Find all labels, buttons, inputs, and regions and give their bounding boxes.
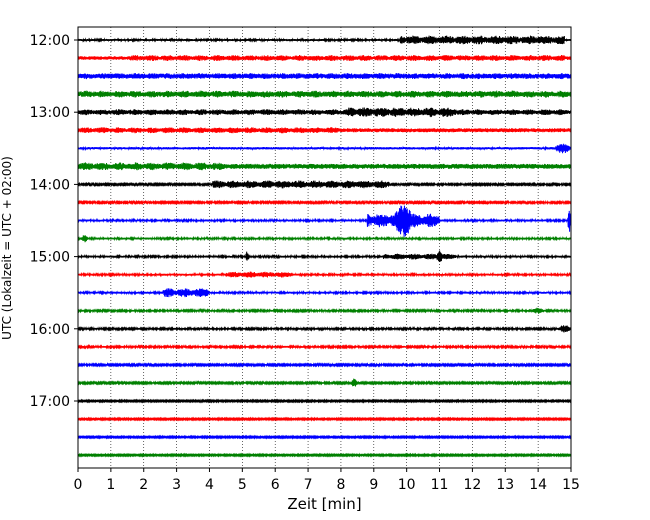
trace-1730 — [78, 436, 571, 437]
y-tick-label: 16:00 — [30, 322, 70, 338]
y-axis-ticks: 12:00 13:00 14:00 15:00 16:00 17:00 — [30, 33, 78, 410]
y-tick-label: 13:00 — [30, 105, 70, 121]
x-tick-label: 11 — [431, 477, 449, 493]
trace-1630 — [78, 364, 571, 366]
x-tick-label: 6 — [271, 477, 280, 493]
x-tick-label: 15 — [562, 477, 580, 493]
trace-1500 — [78, 250, 571, 262]
x-tick-label: 12 — [463, 477, 481, 493]
trace-1745 — [78, 454, 571, 455]
x-tick-label: 8 — [336, 477, 345, 493]
x-tick-label: 10 — [398, 477, 416, 493]
x-tick-label: 14 — [529, 477, 547, 493]
trace-1445 — [78, 235, 571, 242]
x-tick-label: 13 — [496, 477, 514, 493]
trace-1400 — [78, 181, 571, 189]
trace-1345 — [78, 162, 571, 170]
x-axis-ticks: 0 1 2 3 4 5 6 7 8 9 10 11 12 13 14 15 — [74, 468, 580, 493]
y-tick-label: 15:00 — [30, 250, 70, 266]
y-axis-label: UTC (Lokalzeit = UTC + 02:00) — [0, 156, 14, 340]
y-tick-label: 12:00 — [30, 33, 70, 49]
x-tick-label: 0 — [74, 477, 83, 493]
y-tick-label: 14:00 — [30, 177, 70, 193]
trace-1545 — [78, 308, 571, 314]
x-axis-label: Zeit [min] — [287, 495, 361, 513]
trace-1415 — [78, 202, 571, 204]
trace-1200 — [78, 36, 571, 45]
trace-1230 — [78, 73, 571, 79]
x-tick-label: 5 — [238, 477, 247, 493]
x-tick-label: 7 — [304, 477, 313, 493]
trace-1300 — [78, 108, 571, 118]
x-tick-label: 1 — [106, 477, 115, 493]
trace-1615 — [78, 346, 571, 348]
x-tick-label: 9 — [369, 477, 378, 493]
x-tick-label: 2 — [139, 477, 148, 493]
trace-1715 — [78, 418, 571, 419]
trace-1515 — [78, 272, 571, 278]
trace-1215 — [78, 55, 571, 61]
trace-1315 — [78, 127, 571, 133]
trace-1430 — [78, 206, 571, 238]
trace-1600 — [78, 325, 571, 332]
trace-1645 — [78, 379, 571, 387]
trace-group — [78, 36, 571, 456]
trace-1245 — [78, 91, 571, 98]
y-tick-label: 17:00 — [30, 394, 70, 410]
trace-1330 — [78, 144, 571, 153]
trace-1530 — [78, 288, 571, 297]
trace-1700 — [78, 400, 571, 401]
x-tick-label: 3 — [172, 477, 181, 493]
x-tick-label: 4 — [205, 477, 214, 493]
